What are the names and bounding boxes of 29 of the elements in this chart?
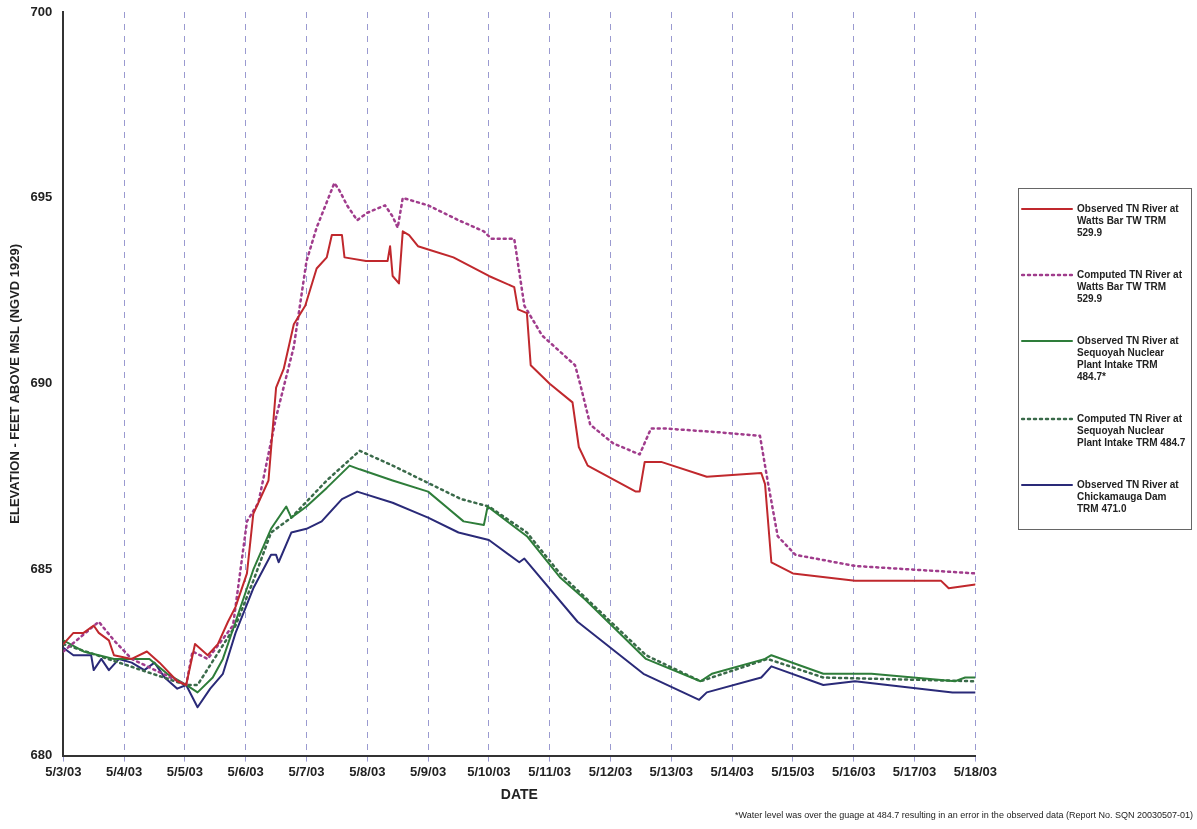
x-tick-label: 5/10/03: [467, 763, 511, 779]
x-tick-label: 5/16/03: [832, 763, 876, 779]
x-tick-label: 5/15/03: [771, 763, 815, 779]
y-axis-title: ELEVATION - FEET ABOVE MSL (NGVD 1929): [7, 243, 23, 524]
x-tick-label: 5/5/03: [166, 763, 203, 779]
x-axis-title: DATE: [500, 786, 538, 803]
x-tick-label: 5/17/03: [892, 763, 937, 779]
x-tick-label: 5/3/03: [45, 763, 82, 779]
x-tick-label: 5/12/03: [588, 763, 633, 779]
y-tick-label: 680: [30, 747, 53, 763]
x-tick-label: 5/11/03: [528, 763, 572, 779]
x-tick-label: 5/13/03: [649, 763, 693, 779]
y-tick-label: 685: [30, 561, 53, 577]
y-tick-label: 690: [30, 375, 53, 391]
y-tick-label: 695: [30, 189, 53, 205]
legend-label: Observed TN River at Chickamauga Dam TRM 471.0: [1077, 479, 1180, 515]
x-tick-label: 5/6/03: [227, 763, 264, 779]
x-tick-label: 5/14/03: [710, 763, 754, 779]
x-tick-label: 5/18/03: [953, 763, 997, 779]
x-tick-label: 5/8/03: [349, 763, 386, 779]
x-tick-label: 5/9/03: [410, 763, 447, 779]
legend-label: Observed TN River at Sequoyah Nuclear Plant Intake TRM 484.7*: [1077, 335, 1180, 383]
legend-label: Computed TN River at Sequoyah Nuclear Plant Intake TRM 484.7: [1077, 413, 1187, 449]
x-tick-label: 5/4/03: [106, 763, 143, 779]
text: *Water level was over the guage at 484.7 resulting in an error in the observed data (Report No. SQN 20030507-01): [735, 810, 1193, 820]
legend-label: Computed TN River at Watts Bar TW TRM 529.9: [1077, 269, 1183, 305]
x-tick-label: 5/7/03: [288, 763, 325, 779]
legend-label: Observed TN River at Watts Bar TW TRM 529.9: [1077, 203, 1180, 239]
y-tick-label: 700: [30, 3, 53, 19]
